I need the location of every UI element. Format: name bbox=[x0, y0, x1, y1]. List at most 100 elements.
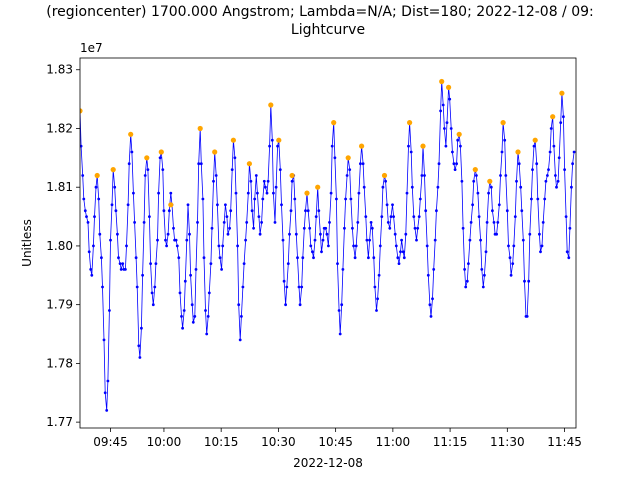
data-point bbox=[284, 303, 287, 307]
x-tick-label: 10:45 bbox=[318, 435, 353, 449]
data-point bbox=[265, 191, 269, 195]
peak-marker bbox=[80, 108, 83, 114]
data-point bbox=[329, 191, 333, 195]
data-point bbox=[384, 179, 387, 183]
data-point bbox=[300, 285, 304, 289]
data-point bbox=[428, 303, 432, 307]
data-point bbox=[127, 162, 131, 166]
data-point bbox=[290, 179, 294, 183]
data-point bbox=[410, 185, 414, 189]
data-point bbox=[399, 250, 402, 254]
data-point bbox=[385, 203, 389, 207]
data-point bbox=[535, 162, 539, 166]
data-point bbox=[541, 221, 545, 224]
data-point bbox=[266, 179, 270, 183]
data-point bbox=[125, 244, 128, 248]
data-point bbox=[452, 162, 456, 166]
data-point bbox=[182, 309, 186, 312]
data-point bbox=[370, 226, 374, 230]
data-point bbox=[511, 262, 515, 265]
data-point bbox=[540, 244, 544, 248]
data-point bbox=[130, 150, 134, 154]
data-point bbox=[507, 244, 510, 248]
chart-title-line1: (regioncenter) 1700.000 Angstrom; Lambda… bbox=[46, 4, 594, 20]
data-point bbox=[468, 238, 472, 242]
x-tick-label: 11:15 bbox=[433, 435, 468, 449]
data-point bbox=[341, 268, 345, 271]
data-point bbox=[285, 285, 289, 289]
x-tick-label: 10:00 bbox=[147, 435, 182, 449]
data-point bbox=[530, 197, 533, 201]
data-point bbox=[153, 285, 157, 289]
data-point bbox=[364, 215, 368, 219]
data-point bbox=[543, 197, 547, 201]
data-point bbox=[426, 273, 430, 277]
data-point bbox=[240, 315, 243, 318]
data-point bbox=[453, 168, 457, 172]
data-point bbox=[386, 221, 390, 224]
peak-marker bbox=[304, 190, 310, 196]
peak-marker bbox=[230, 137, 236, 143]
data-point bbox=[497, 203, 501, 207]
data-point bbox=[296, 256, 299, 260]
peak-marker bbox=[331, 120, 337, 126]
data-point bbox=[520, 209, 524, 213]
chart-title-line2: Lightcurve bbox=[291, 22, 365, 38]
data-point bbox=[337, 309, 341, 312]
data-point bbox=[81, 174, 85, 177]
data-point bbox=[365, 238, 369, 242]
peak-marker bbox=[212, 149, 218, 155]
data-point bbox=[90, 273, 94, 277]
data-point bbox=[118, 262, 122, 265]
data-point bbox=[297, 285, 301, 289]
data-point bbox=[135, 285, 139, 289]
data-point bbox=[404, 232, 408, 236]
peak-marker bbox=[381, 172, 388, 179]
data-point bbox=[425, 244, 429, 248]
data-point bbox=[475, 174, 478, 177]
data-point bbox=[570, 185, 573, 189]
data-point bbox=[117, 256, 120, 260]
data-point bbox=[196, 221, 199, 224]
data-point bbox=[415, 238, 418, 242]
data-point bbox=[217, 244, 221, 248]
data-point bbox=[169, 191, 173, 195]
data-point bbox=[372, 256, 376, 260]
data-point bbox=[257, 215, 261, 219]
data-point bbox=[564, 215, 568, 219]
data-point bbox=[397, 262, 401, 265]
peak-marker bbox=[144, 155, 150, 161]
data-point bbox=[328, 221, 331, 224]
data-point bbox=[391, 203, 394, 207]
data-point bbox=[224, 203, 227, 207]
data-point bbox=[338, 332, 342, 336]
data-point bbox=[409, 150, 413, 154]
data-point bbox=[134, 256, 138, 260]
peak-marker bbox=[246, 161, 252, 167]
data-point bbox=[286, 262, 290, 265]
data-point bbox=[367, 256, 370, 260]
data-point bbox=[416, 226, 420, 230]
data-point bbox=[423, 174, 426, 177]
peak-marker bbox=[559, 90, 565, 96]
data-point bbox=[402, 256, 406, 260]
data-point bbox=[548, 150, 552, 154]
data-point bbox=[142, 221, 146, 224]
data-point bbox=[321, 238, 325, 242]
data-point bbox=[472, 179, 476, 183]
data-point bbox=[83, 209, 87, 213]
data-point bbox=[467, 262, 470, 265]
data-point bbox=[312, 256, 315, 260]
data-point bbox=[471, 203, 474, 207]
data-point bbox=[197, 162, 201, 166]
data-point bbox=[437, 162, 441, 166]
data-point bbox=[209, 262, 213, 265]
data-point bbox=[226, 232, 230, 236]
peak-marker bbox=[420, 143, 426, 149]
data-point bbox=[436, 185, 440, 189]
data-point bbox=[181, 326, 185, 330]
data-point bbox=[554, 174, 557, 177]
data-point bbox=[353, 256, 357, 260]
data-point bbox=[496, 221, 500, 224]
